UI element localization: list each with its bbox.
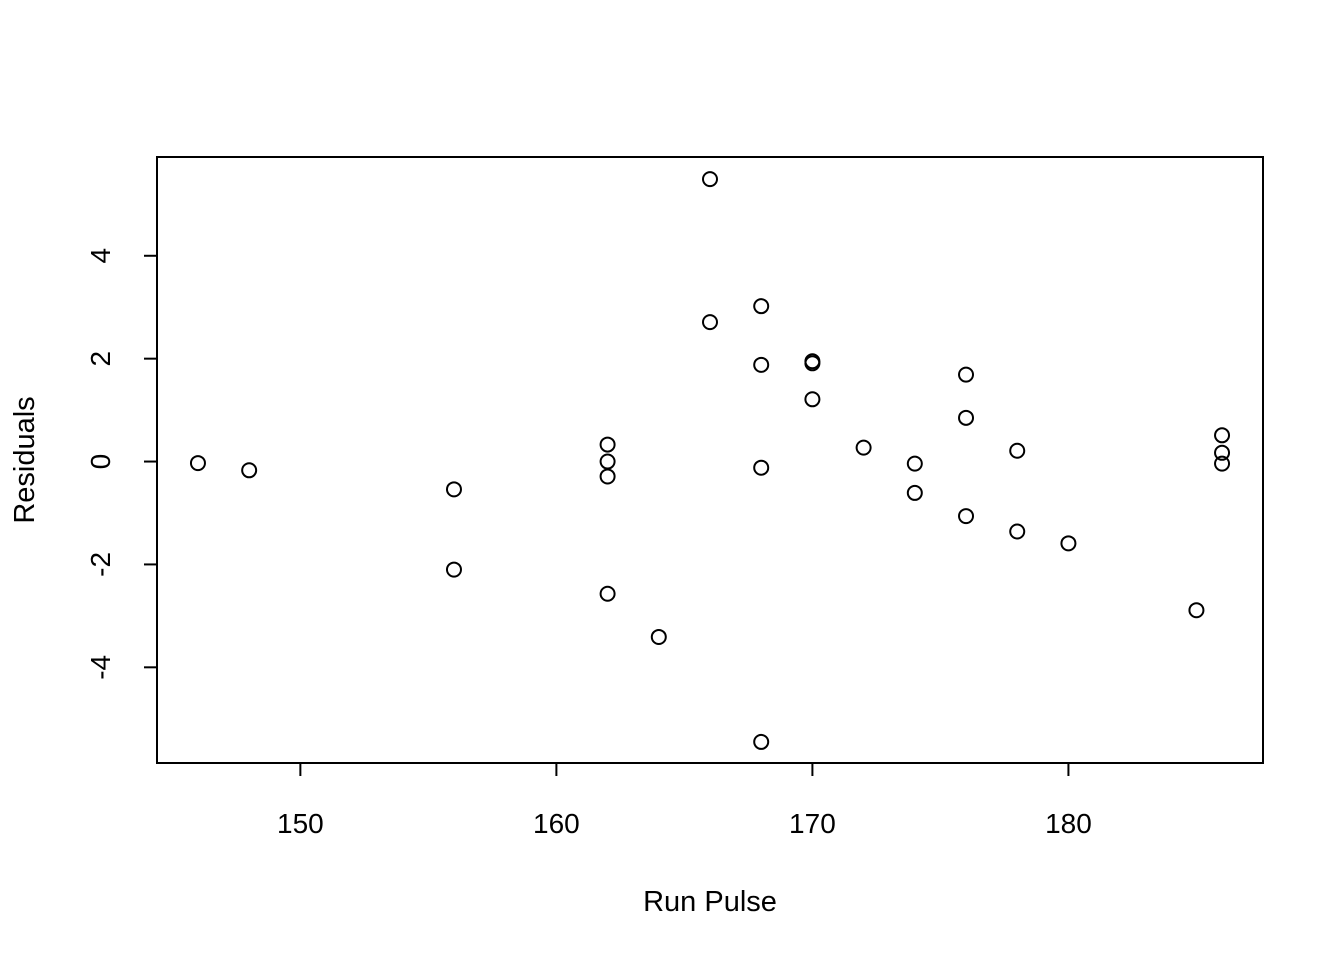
data-point (1060, 535, 1077, 552)
x-tick-label: 160 (533, 808, 580, 839)
data-point (702, 314, 718, 331)
data-point (599, 585, 616, 602)
x-tick-label: 170 (789, 808, 836, 839)
data-point (804, 391, 821, 408)
data-point (445, 481, 462, 498)
x-tick-label: 150 (277, 808, 324, 839)
data-point (241, 462, 258, 479)
data-point (1009, 442, 1026, 459)
data-point (1009, 523, 1026, 540)
data-point (753, 733, 770, 750)
data-point (1214, 455, 1231, 472)
data-point (855, 439, 872, 456)
data-point (599, 436, 616, 453)
data-point (189, 455, 206, 472)
y-tick-label: 0 (85, 454, 116, 470)
y-tick-label: 2 (85, 351, 116, 367)
data-point (1188, 602, 1205, 619)
data-point (702, 171, 718, 188)
plot-frame (156, 156, 1264, 764)
y-tick-label: -4 (85, 655, 116, 680)
x-tick-label: 180 (1045, 808, 1092, 839)
data-point (1214, 427, 1231, 444)
data-point (599, 468, 616, 485)
y-tick-label: -2 (85, 552, 116, 577)
data-point (753, 459, 770, 476)
y-axis-title: Residuals (9, 396, 41, 523)
data-point (906, 484, 923, 501)
data-point (599, 453, 616, 470)
data-point (804, 355, 821, 372)
data-point (958, 409, 975, 426)
x-axis: 150 160 170 180 (277, 762, 1092, 839)
data-point (445, 561, 462, 578)
data-point (906, 455, 923, 472)
data-point (1214, 444, 1231, 461)
x-axis-title: Run Pulse (643, 886, 777, 918)
data-point (753, 356, 770, 373)
data-points (189, 171, 1231, 750)
y-axis: -4 -2 0 2 4 (85, 248, 158, 680)
data-point (650, 628, 667, 645)
data-point (958, 366, 975, 383)
data-point (958, 508, 975, 525)
data-point (753, 298, 770, 315)
y-tick-label: 4 (85, 248, 116, 264)
